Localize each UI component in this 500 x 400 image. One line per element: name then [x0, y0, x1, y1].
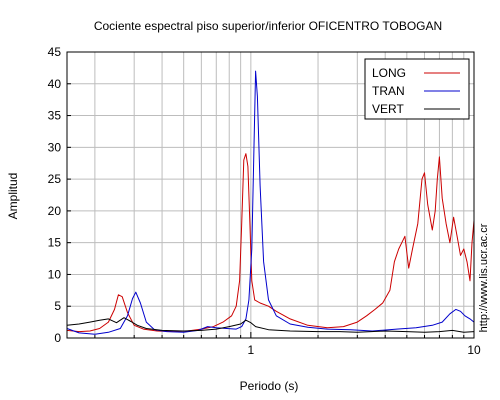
x-tick-label: 1 — [248, 343, 255, 357]
y-axis-label: Amplitud — [6, 173, 20, 220]
x-tick-label: 10 — [467, 343, 481, 357]
y-tick-label: 10 — [48, 267, 62, 281]
legend-label-vert: VERT — [372, 102, 404, 116]
legend-label-long: LONG — [372, 66, 406, 80]
y-tick-label: 20 — [48, 204, 62, 218]
plot-area-frame — [66, 51, 475, 339]
series-line-tran — [66, 70, 475, 335]
chart-title: Cociente espectral piso superior/inferio… — [94, 19, 442, 33]
y-tick-label: 0 — [54, 331, 61, 345]
y-tick-label: 25 — [48, 172, 62, 186]
series-line-long — [66, 153, 475, 333]
series-lines — [66, 70, 475, 335]
y-tick-label: 30 — [48, 140, 62, 154]
y-tick-label: 5 — [54, 299, 61, 313]
series-line-vert — [66, 317, 475, 333]
legend: LONG TRAN VERT — [364, 58, 470, 120]
side-note-url: http://www.lis.ucr.ac.cr — [478, 223, 490, 332]
y-tick-labels: 0 5 10 15 20 25 30 35 40 45 — [48, 45, 62, 345]
y-tick-label: 15 — [48, 236, 62, 250]
y-tick-label: 35 — [48, 109, 62, 123]
x-axis-label: Periodo (s) — [240, 379, 299, 393]
legend-label-tran: TRAN — [372, 84, 405, 98]
x-tick-labels: 1 10 — [248, 343, 481, 357]
y-tick-label: 45 — [48, 45, 62, 59]
y-tick-label: 40 — [48, 77, 62, 91]
